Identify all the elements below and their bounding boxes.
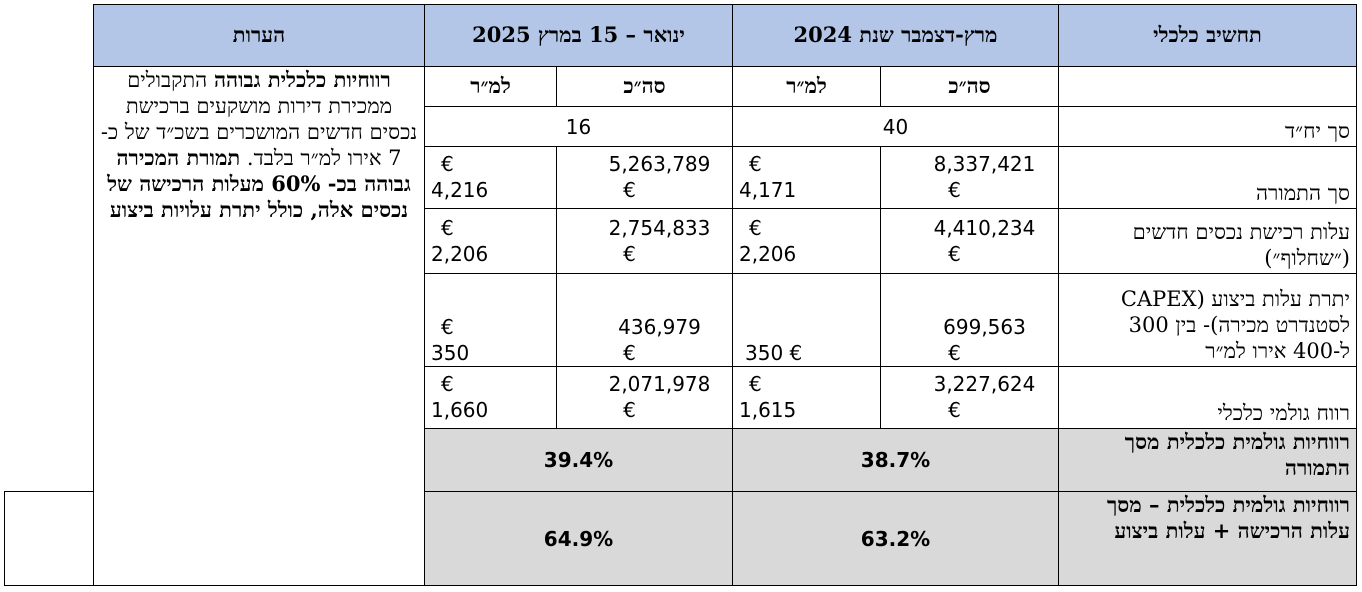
revenue-per-sqm-2025: €4,216 — [424, 146, 557, 209]
acquisition-total-2024: 4,410,234 € — [880, 207, 1059, 275]
capex-per-sqm-2024: € 350 — [732, 273, 881, 368]
amount: 350 — [431, 341, 470, 366]
acquisition-total-2025: 2,754,833 € — [556, 207, 733, 275]
amount: 2,206 — [431, 242, 489, 266]
subheader-per-sqm-2024: למ״ר — [732, 65, 881, 107]
units-2025: 16 — [424, 105, 733, 148]
amount: 4,216 — [431, 178, 489, 203]
amount: 4,410,234 — [933, 216, 1036, 240]
euro-sign: € — [749, 216, 762, 240]
row-label-gross-profit: רווח גולמי כלכלי — [1058, 366, 1357, 429]
euro-sign: € — [441, 315, 454, 340]
amount: 2,071,978 — [608, 372, 711, 397]
header-calc: תחשיב כלכלי — [1058, 4, 1357, 67]
amount: 8,337,421 — [933, 152, 1036, 177]
notes-bold-heading: רווחיות כלכלית גבוהה — [213, 66, 391, 92]
euro-sign: € — [441, 216, 454, 240]
capex-total-2024: 699,563 € — [880, 273, 1059, 368]
financial-table: תחשיב כלכלי מרץ-דצמבר שנת 2024 ינואר – 1… — [4, 4, 1357, 587]
amount: 3,227,624 — [933, 372, 1036, 397]
revenue-total-2025: 5,263,789 € — [556, 146, 733, 209]
amount: 699,563 — [943, 315, 1026, 340]
amount: 1,660 — [431, 398, 489, 423]
capex-total-2025: 436,979 € — [556, 273, 733, 368]
gross-profit-per-sqm-2024: €1,615 — [732, 366, 881, 429]
notes-text: התקבולים ממכירת דירות מושקעים ברכישת נכס… — [100, 67, 418, 170]
amount: 5,263,789 — [608, 152, 711, 177]
row-label-margin-cost: רווחיות גולמית כלכלית – מסך עלות הרכישה … — [1058, 491, 1357, 586]
revenue-per-sqm-2024: €4,171 — [732, 146, 881, 209]
margin-cost-2024: 63.2% — [732, 491, 1059, 586]
gross-profit-total-2024: 3,227,624 € — [880, 366, 1059, 429]
euro-sign: € — [623, 398, 636, 423]
header-period-2025: ינואר – 15 במרץ 2025 — [424, 4, 733, 67]
notes-empty-cell — [4, 491, 94, 586]
empty-cell — [1058, 65, 1357, 107]
row-label-margin-revenue: רווחיות גולמית כלכלית מסך התמורה — [1058, 427, 1357, 493]
margin-revenue-2025: 39.4% — [424, 427, 733, 493]
amount: 2,206 — [739, 242, 797, 266]
amount: 2,754,833 — [608, 216, 711, 240]
euro-sign: € — [441, 372, 454, 397]
acquisition-per-sqm-2025: €2,206 — [424, 207, 557, 275]
euro-sign: € — [789, 341, 803, 366]
amount: 1,615 — [739, 398, 797, 423]
euro-sign: € — [749, 152, 762, 177]
euro-sign: € — [623, 341, 636, 366]
header-period-2024: מרץ-דצמבר שנת 2024 — [732, 4, 1059, 67]
row-label-capex: יתרת עלות ביצוע (CAPEX לסטנדרט מכירה)- ב… — [1058, 273, 1357, 368]
gross-profit-total-2025: 2,071,978 € — [556, 366, 733, 429]
amount: 4,171 — [739, 178, 797, 203]
euro-sign: € — [948, 341, 961, 366]
euro-sign: € — [749, 372, 762, 397]
amount: 350 — [745, 341, 784, 366]
euro-sign: € — [948, 242, 961, 266]
capex-per-sqm-2025: €350 — [424, 273, 557, 368]
units-2024: 40 — [732, 105, 1059, 148]
row-label-units: סך יח״ד — [1058, 105, 1357, 148]
euro-sign: € — [623, 242, 636, 266]
margin-cost-2025: 64.9% — [424, 491, 733, 586]
margin-revenue-2024: 38.7% — [732, 427, 1059, 493]
acquisition-per-sqm-2024: €2,206 — [732, 207, 881, 275]
euro-sign: € — [948, 398, 961, 423]
euro-sign: € — [441, 152, 454, 177]
revenue-total-2024: 8,337,421 € — [880, 146, 1059, 209]
subheader-total-2024: סה״כ — [880, 65, 1059, 107]
gross-profit-per-sqm-2025: €1,660 — [424, 366, 557, 429]
euro-sign: € — [623, 178, 636, 203]
amount: 436,979 — [618, 315, 701, 340]
notes-cell: רווחיות כלכלית גבוהה התקבולים ממכירת דיר… — [93, 65, 425, 587]
row-label-revenue: סך התמורה — [1058, 146, 1357, 209]
subheader-per-sqm-2025: למ״ר — [424, 65, 557, 107]
row-label-acquisition: עלות רכישת נכסים חדשים (״שחלוף״) — [1058, 207, 1357, 275]
header-notes: הערות — [93, 4, 425, 67]
euro-sign: € — [948, 178, 961, 203]
notes-bold-conclusion: תמורת המכירה גבוהה בכ- 60% מעלות הרכישה … — [107, 144, 411, 222]
subheader-total-2025: סה״כ — [556, 65, 733, 107]
